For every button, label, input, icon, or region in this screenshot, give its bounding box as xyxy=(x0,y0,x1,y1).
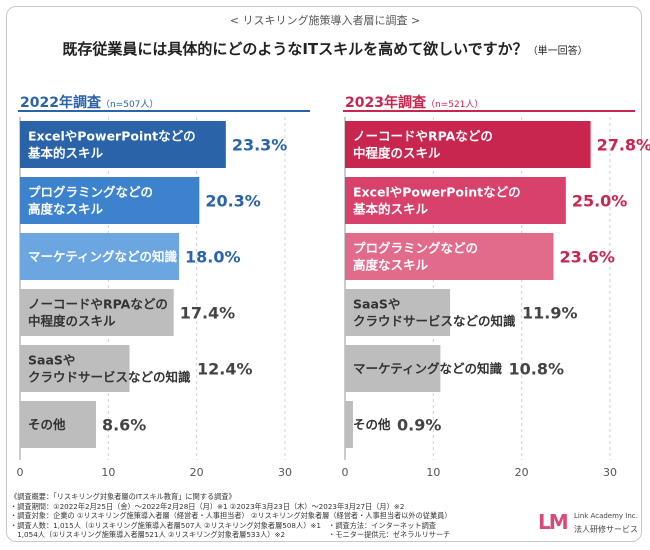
panel-title-2023: 2023年調査（n=521人） xyxy=(345,92,483,112)
bar-category-label-2023: マーケティングなどの知識 xyxy=(353,361,503,376)
x-tick-label-2023: 0 xyxy=(342,466,349,479)
bar-value-label-2022: 23.3% xyxy=(232,136,288,155)
footnote-line: ・調査対象：企業の ①リスキリング施策導入者層（経営者・人事担当者） ②リスキリ… xyxy=(10,511,452,521)
bar-category-label-2023: その他 xyxy=(353,417,391,432)
bar-category-label-2022: その他 xyxy=(28,417,66,432)
panel-title-2022: 2022年調査（n=507人） xyxy=(20,92,158,112)
bar-value-label-2022: 17.4% xyxy=(180,304,236,323)
bar-2023 xyxy=(345,177,566,224)
x-tick-label-2022: 30 xyxy=(278,466,292,479)
bar-value-label-2022: 12.4% xyxy=(197,360,253,379)
x-tick-label-2022: 0 xyxy=(17,466,24,479)
x-tick-label-2023: 10 xyxy=(426,466,440,479)
bar-category-label-line: ExcelやPowerPointなどの xyxy=(353,185,521,200)
bar-category-label-line: 中程度のスキル xyxy=(353,146,441,161)
chart-title-text: 既存従業員には具体的にどのようなITスキルを高めて欲しいですか？ xyxy=(62,40,528,58)
bar-category-label-line: クラウドサービスなどの知識 xyxy=(28,370,191,385)
bar-2022 xyxy=(20,401,96,448)
x-tick-label-2022: 10 xyxy=(101,466,115,479)
bar-category-label-line: マーケティングなどの知識 xyxy=(353,361,503,376)
bar-2022 xyxy=(20,289,174,336)
footnote-line: 《調査概要：「リスキリング対象者層のITスキル教育」に関する調査》 xyxy=(10,492,236,501)
footnote-line: ・調査人数：1,015人（①リスキリング施策導入者層507人 ②リスキリング対象… xyxy=(10,520,436,530)
bar-category-label-2022: ノーコードやRPAなどの中程度のスキル xyxy=(28,297,168,329)
bar-category-label-line: SaaSや xyxy=(353,297,400,312)
x-tick-label-2022: 20 xyxy=(190,466,204,479)
company-logo: LM Link Academy Inc. 法人研修サービス xyxy=(538,508,638,536)
bar-category-label-line: プログラミングなどの xyxy=(28,185,153,200)
panel-rule-2023 xyxy=(343,110,635,112)
chart-title-note: （単一回答） xyxy=(527,46,588,57)
bar-value-label-2022: 18.0% xyxy=(185,248,241,267)
bar-category-label-2023: SaaSやクラウドサービスなどの知識 xyxy=(353,297,516,329)
bar-category-label-line: ExcelやPowerPointなどの xyxy=(28,129,196,144)
panel-n-2023: （n=521人） xyxy=(425,100,484,110)
bar-category-label-line: 中程度のスキル xyxy=(28,314,116,329)
bar-category-label-line: 基本的スキル xyxy=(27,146,104,161)
x-tick-label-2023: 30 xyxy=(603,466,617,479)
bar-value-label-2023: 23.6% xyxy=(559,248,615,267)
footnote-line: 1,054人（①リスキリング施策導入者層521人 ②リスキリング対象者層533人… xyxy=(10,530,451,540)
bar-category-label-line: その他 xyxy=(28,417,66,432)
bar-category-label-2023: プログラミングなどの高度なスキル xyxy=(353,241,478,273)
survey-label: < リスキリング施策導入者層に調査 > xyxy=(229,14,421,27)
bar-category-label-line: ノーコードやRPAなどの xyxy=(353,129,493,144)
bar-2022 xyxy=(20,233,179,280)
x-tick-label-2023: 20 xyxy=(515,466,529,479)
bar-value-label-2023: 11.9% xyxy=(522,304,578,323)
bar-2023 xyxy=(345,233,554,280)
bar-2023 xyxy=(345,345,441,392)
bar-2023 xyxy=(345,121,591,168)
panel-title-2023-text: 2023年調査 xyxy=(345,95,426,111)
panel-rule-2022 xyxy=(18,110,310,112)
bar-category-label-2022: SaaSやクラウドサービスなどの知識 xyxy=(28,353,191,385)
logo-name: Link Academy Inc. xyxy=(574,512,638,520)
bar-value-label-2023: 25.0% xyxy=(572,192,628,211)
bar-category-label-2023: ノーコードやRPAなどの中程度のスキル xyxy=(353,129,493,161)
bar-category-label-2023: ExcelやPowerPointなどの基本的スキル xyxy=(352,185,521,217)
footnote-line: ・調査期間：①2022年2月25日（金）〜2022年2月28日（月）※1 ②20… xyxy=(10,501,405,511)
bar-category-label-2022: ExcelやPowerPointなどの基本的スキル xyxy=(27,129,196,161)
bar-category-label-line: 高度なスキル xyxy=(28,202,104,217)
footnotes: 《調査概要：「リスキリング対象者層のITスキル教育」に関する調査》 ・調査期間：… xyxy=(10,492,530,540)
bar-value-label-2022: 8.6% xyxy=(102,416,146,435)
bar-value-label-2022: 20.3% xyxy=(205,192,261,211)
bar-2023 xyxy=(345,289,451,336)
bar-value-label-2023: 0.9% xyxy=(397,416,441,435)
bar-2022 xyxy=(20,177,200,224)
bar-category-label-line: マーケティングなどの知識 xyxy=(28,249,178,264)
bar-category-label-2022: マーケティングなどの知識 xyxy=(28,249,178,264)
bar-category-label-line: プログラミングなどの xyxy=(353,241,478,256)
panel-n-2022: （n=507人） xyxy=(100,100,159,110)
logo-mark: LM xyxy=(538,510,569,534)
bar-category-label-line: 高度なスキル xyxy=(353,258,429,273)
panel-title-2022-text: 2022年調査 xyxy=(20,95,101,111)
bar-value-label-2023: 10.8% xyxy=(509,360,565,379)
bar-value-label-2023: 27.8% xyxy=(597,136,650,155)
bar-category-label-2022: プログラミングなどの高度なスキル xyxy=(28,185,153,217)
bar-2023 xyxy=(345,401,353,448)
logo-sub: 法人研修サービス xyxy=(574,525,638,534)
bar-category-label-line: SaaSや xyxy=(28,353,75,368)
bar-category-label-line: その他 xyxy=(353,417,391,432)
bar-category-label-line: 基本的スキル xyxy=(352,202,429,217)
bar-category-label-line: クラウドサービスなどの知識 xyxy=(353,314,516,329)
bar-2022 xyxy=(20,345,130,392)
bar-2022 xyxy=(20,121,226,168)
chart-title: 既存従業員には具体的にどのようなITスキルを高めて欲しいですか？（単一回答） xyxy=(0,38,650,59)
bar-category-label-line: ノーコードやRPAなどの xyxy=(28,297,168,312)
